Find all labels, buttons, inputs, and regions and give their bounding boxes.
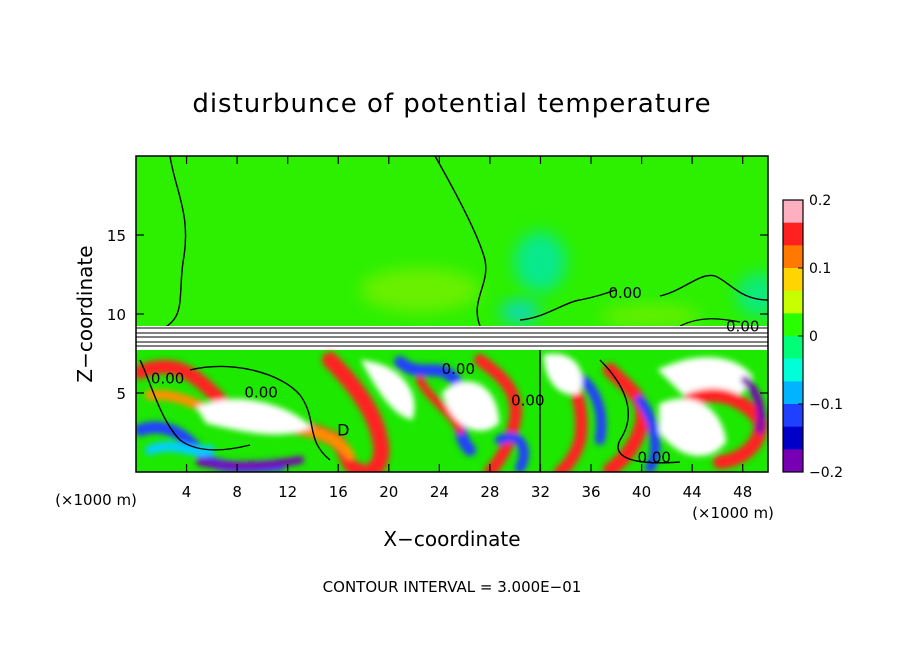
- y-tick-label: 10: [107, 306, 126, 324]
- contour-zero-upper: [434, 156, 487, 327]
- x-tick-label: 44: [683, 483, 702, 501]
- colorbar-segment: [783, 222, 803, 246]
- colorbar-tick-label: 0: [809, 329, 818, 345]
- turbulence-swirl: [474, 354, 522, 472]
- cool-anomaly-patch: [500, 300, 540, 324]
- contour-zero-lower: [139, 350, 681, 472]
- colorbar-segment: [783, 336, 803, 360]
- colorbar-segment: [783, 200, 803, 224]
- x-tick-label: 12: [278, 483, 297, 501]
- turbulence-swirl: [657, 357, 754, 400]
- colorbar-segment: [783, 245, 803, 269]
- contour-label: 0.00: [511, 392, 544, 410]
- colorbar-tick-label: 0.2: [809, 193, 831, 209]
- turbulence-swirl: [659, 398, 727, 456]
- chart-title: disturbunce of potential temperature: [192, 89, 711, 119]
- turbulence-swirl: [741, 376, 766, 434]
- x-tick-label: 32: [531, 483, 550, 501]
- warm-anomaly-patch: [600, 304, 700, 328]
- turbulence-swirl: [543, 353, 583, 395]
- contour-marker-label: D: [337, 421, 349, 440]
- contour-label: 0.00: [726, 317, 759, 335]
- contour-label: 0.00: [442, 360, 475, 378]
- colorbar-segment: [783, 290, 803, 314]
- x-tick-label: 16: [329, 483, 348, 501]
- colorbar-segment: [783, 449, 803, 473]
- inversion-contours: [136, 327, 768, 347]
- contour-zero-upper: [519, 274, 768, 321]
- x-tick-label: 24: [430, 483, 449, 501]
- contour-zero-upper: [159, 156, 187, 331]
- contour-label: 0.00: [244, 384, 277, 402]
- x-tick-label: 8: [232, 483, 242, 501]
- x-tick-label: 28: [480, 483, 499, 501]
- turbulence-swirl: [495, 432, 529, 472]
- turbulence-swirl: [195, 399, 313, 435]
- colorbar-tick-label: −0.1: [809, 397, 843, 413]
- colorbar-segment: [783, 313, 803, 337]
- y-tick-label: 5: [116, 385, 126, 403]
- cool-anomaly-patch: [514, 232, 566, 292]
- turbulence-swirl: [416, 376, 464, 434]
- colorbar-segment: [783, 381, 803, 405]
- colorbar-segment: [783, 426, 803, 450]
- x-tick-label: 4: [182, 483, 192, 501]
- x-unit-right: (×1000 m): [692, 504, 774, 522]
- plot-area: [136, 156, 768, 472]
- contour-label: 0.00: [608, 284, 641, 302]
- x-axis-label: X−coordinate: [383, 527, 520, 551]
- contour-label: 0.00: [638, 449, 671, 467]
- x-tick-label: 20: [379, 483, 398, 501]
- contour-zero-upper: [679, 318, 741, 327]
- colorbar-segment: [783, 268, 803, 292]
- turbulence-swirl: [441, 381, 500, 431]
- colorbar-tick-label: 0.1: [809, 261, 831, 277]
- turbulence-swirl: [322, 352, 390, 472]
- warm-anomaly-patch: [360, 268, 480, 312]
- y-tick-label: 15: [107, 227, 126, 245]
- contour-label: 0.00: [151, 370, 184, 388]
- x-tick-label: 36: [581, 483, 600, 501]
- turbulence-swirl: [360, 359, 415, 421]
- x-unit-left: (×1000 m): [55, 491, 137, 509]
- x-tick-label: 48: [733, 483, 752, 501]
- x-tick-label: 40: [632, 483, 651, 501]
- turbulence-swirl: [603, 363, 650, 472]
- contour-interval-note: CONTOUR INTERVAL = 3.000E−01: [323, 578, 582, 596]
- cool-anomaly-patch: [736, 273, 768, 317]
- colorbar-tick-label: −0.2: [809, 465, 843, 481]
- colorbar-segment: [783, 404, 803, 428]
- colorbar-segment: [783, 358, 803, 382]
- turbulence-swirl: [196, 456, 304, 470]
- y-axis-label: Z−coordinate: [73, 245, 97, 382]
- turbulence-swirl: [145, 441, 215, 456]
